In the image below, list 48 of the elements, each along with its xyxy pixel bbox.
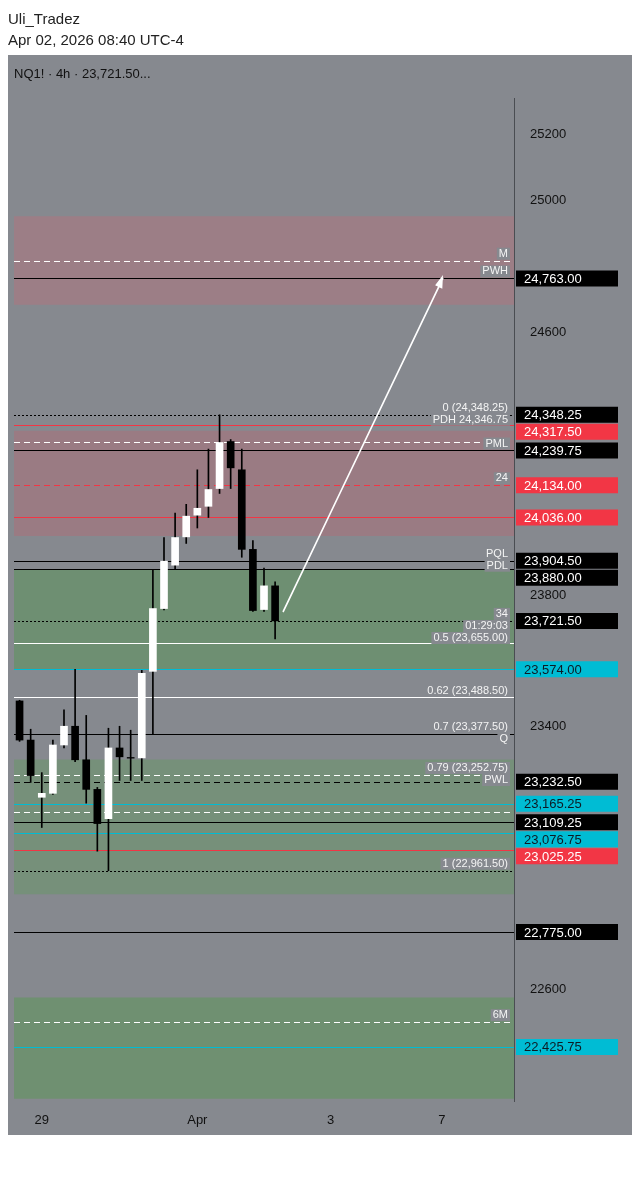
text: Apr 02, 2026 08:40 UTC-4 <box>8 30 185 50</box>
annotation: 24 <box>495 471 508 484</box>
ref-line-label: 24,317.50 <box>524 424 582 440</box>
annotation: PDH 24,346.75 <box>432 412 508 425</box>
annotation: PQL <box>485 546 508 559</box>
annotation: 01:29:03 <box>465 618 508 631</box>
annotation: 1 (22,961.50) <box>442 856 508 869</box>
annotation: 0.79 (23,252.75) <box>427 761 508 774</box>
ref-line-label: 22,425.75 <box>524 1039 582 1055</box>
ref-line-label: 24,134.00 <box>524 477 582 493</box>
annotation: 0.5 (23,655.00) <box>433 630 508 643</box>
ref-line-label: 23,076.75 <box>524 831 582 847</box>
ref-line-label: 23,232.50 <box>524 774 582 790</box>
annotation: PWH <box>482 264 509 277</box>
ref-line-label: 23,880.00 <box>524 570 582 586</box>
y-tick-label: 23800 <box>530 586 567 602</box>
x-tick-label: 7 <box>438 1111 446 1127</box>
x-tick-label: 3 <box>327 1111 335 1127</box>
ref-line-label: 23,025.25 <box>524 848 582 864</box>
annotation: 34 <box>495 606 508 619</box>
chart-title: NQ1! · 4h · 23,721.50... <box>14 66 151 82</box>
ref-line-label: 23,109.25 <box>524 814 582 830</box>
y-tick-label: 25200 <box>530 126 567 142</box>
ref-line-label: 23,165.25 <box>524 796 582 812</box>
annotation: M <box>498 246 508 259</box>
ref-line-label: 23,574.00 <box>524 661 582 677</box>
annotation: 0.7 (23,377.50) <box>433 720 508 733</box>
y-tick-label: 23400 <box>530 718 567 734</box>
ref-line-label: 24,036.00 <box>524 510 582 526</box>
ref-line-label: 22,775.00 <box>524 924 582 940</box>
annotation: PDL <box>486 558 508 571</box>
annotation: 0.62 (23,488.50) <box>427 683 508 696</box>
y-tick-label: 22600 <box>530 981 567 997</box>
x-tick-label: 29 <box>34 1111 50 1127</box>
y-tick-label: 24600 <box>530 323 567 339</box>
x-tick-label: Apr <box>187 1111 209 1127</box>
ref-line-label: 23,904.50 <box>524 553 582 569</box>
ref-line-label: 24,763.00 <box>524 271 582 287</box>
annotation: Q <box>499 732 509 745</box>
annotation: 0 (24,348.25) <box>442 400 508 413</box>
annotation: 6M <box>492 1008 508 1021</box>
ref-line-label: 24,348.25 <box>524 407 582 423</box>
ref-line-label: 24,239.75 <box>524 443 582 459</box>
annotation: PWL <box>484 773 508 786</box>
annotation: PML <box>485 436 508 449</box>
ref-line-label: 23,721.50 <box>524 613 582 629</box>
text: Uli_Tradez <box>8 9 81 29</box>
y-tick-label: 25000 <box>530 192 567 208</box>
